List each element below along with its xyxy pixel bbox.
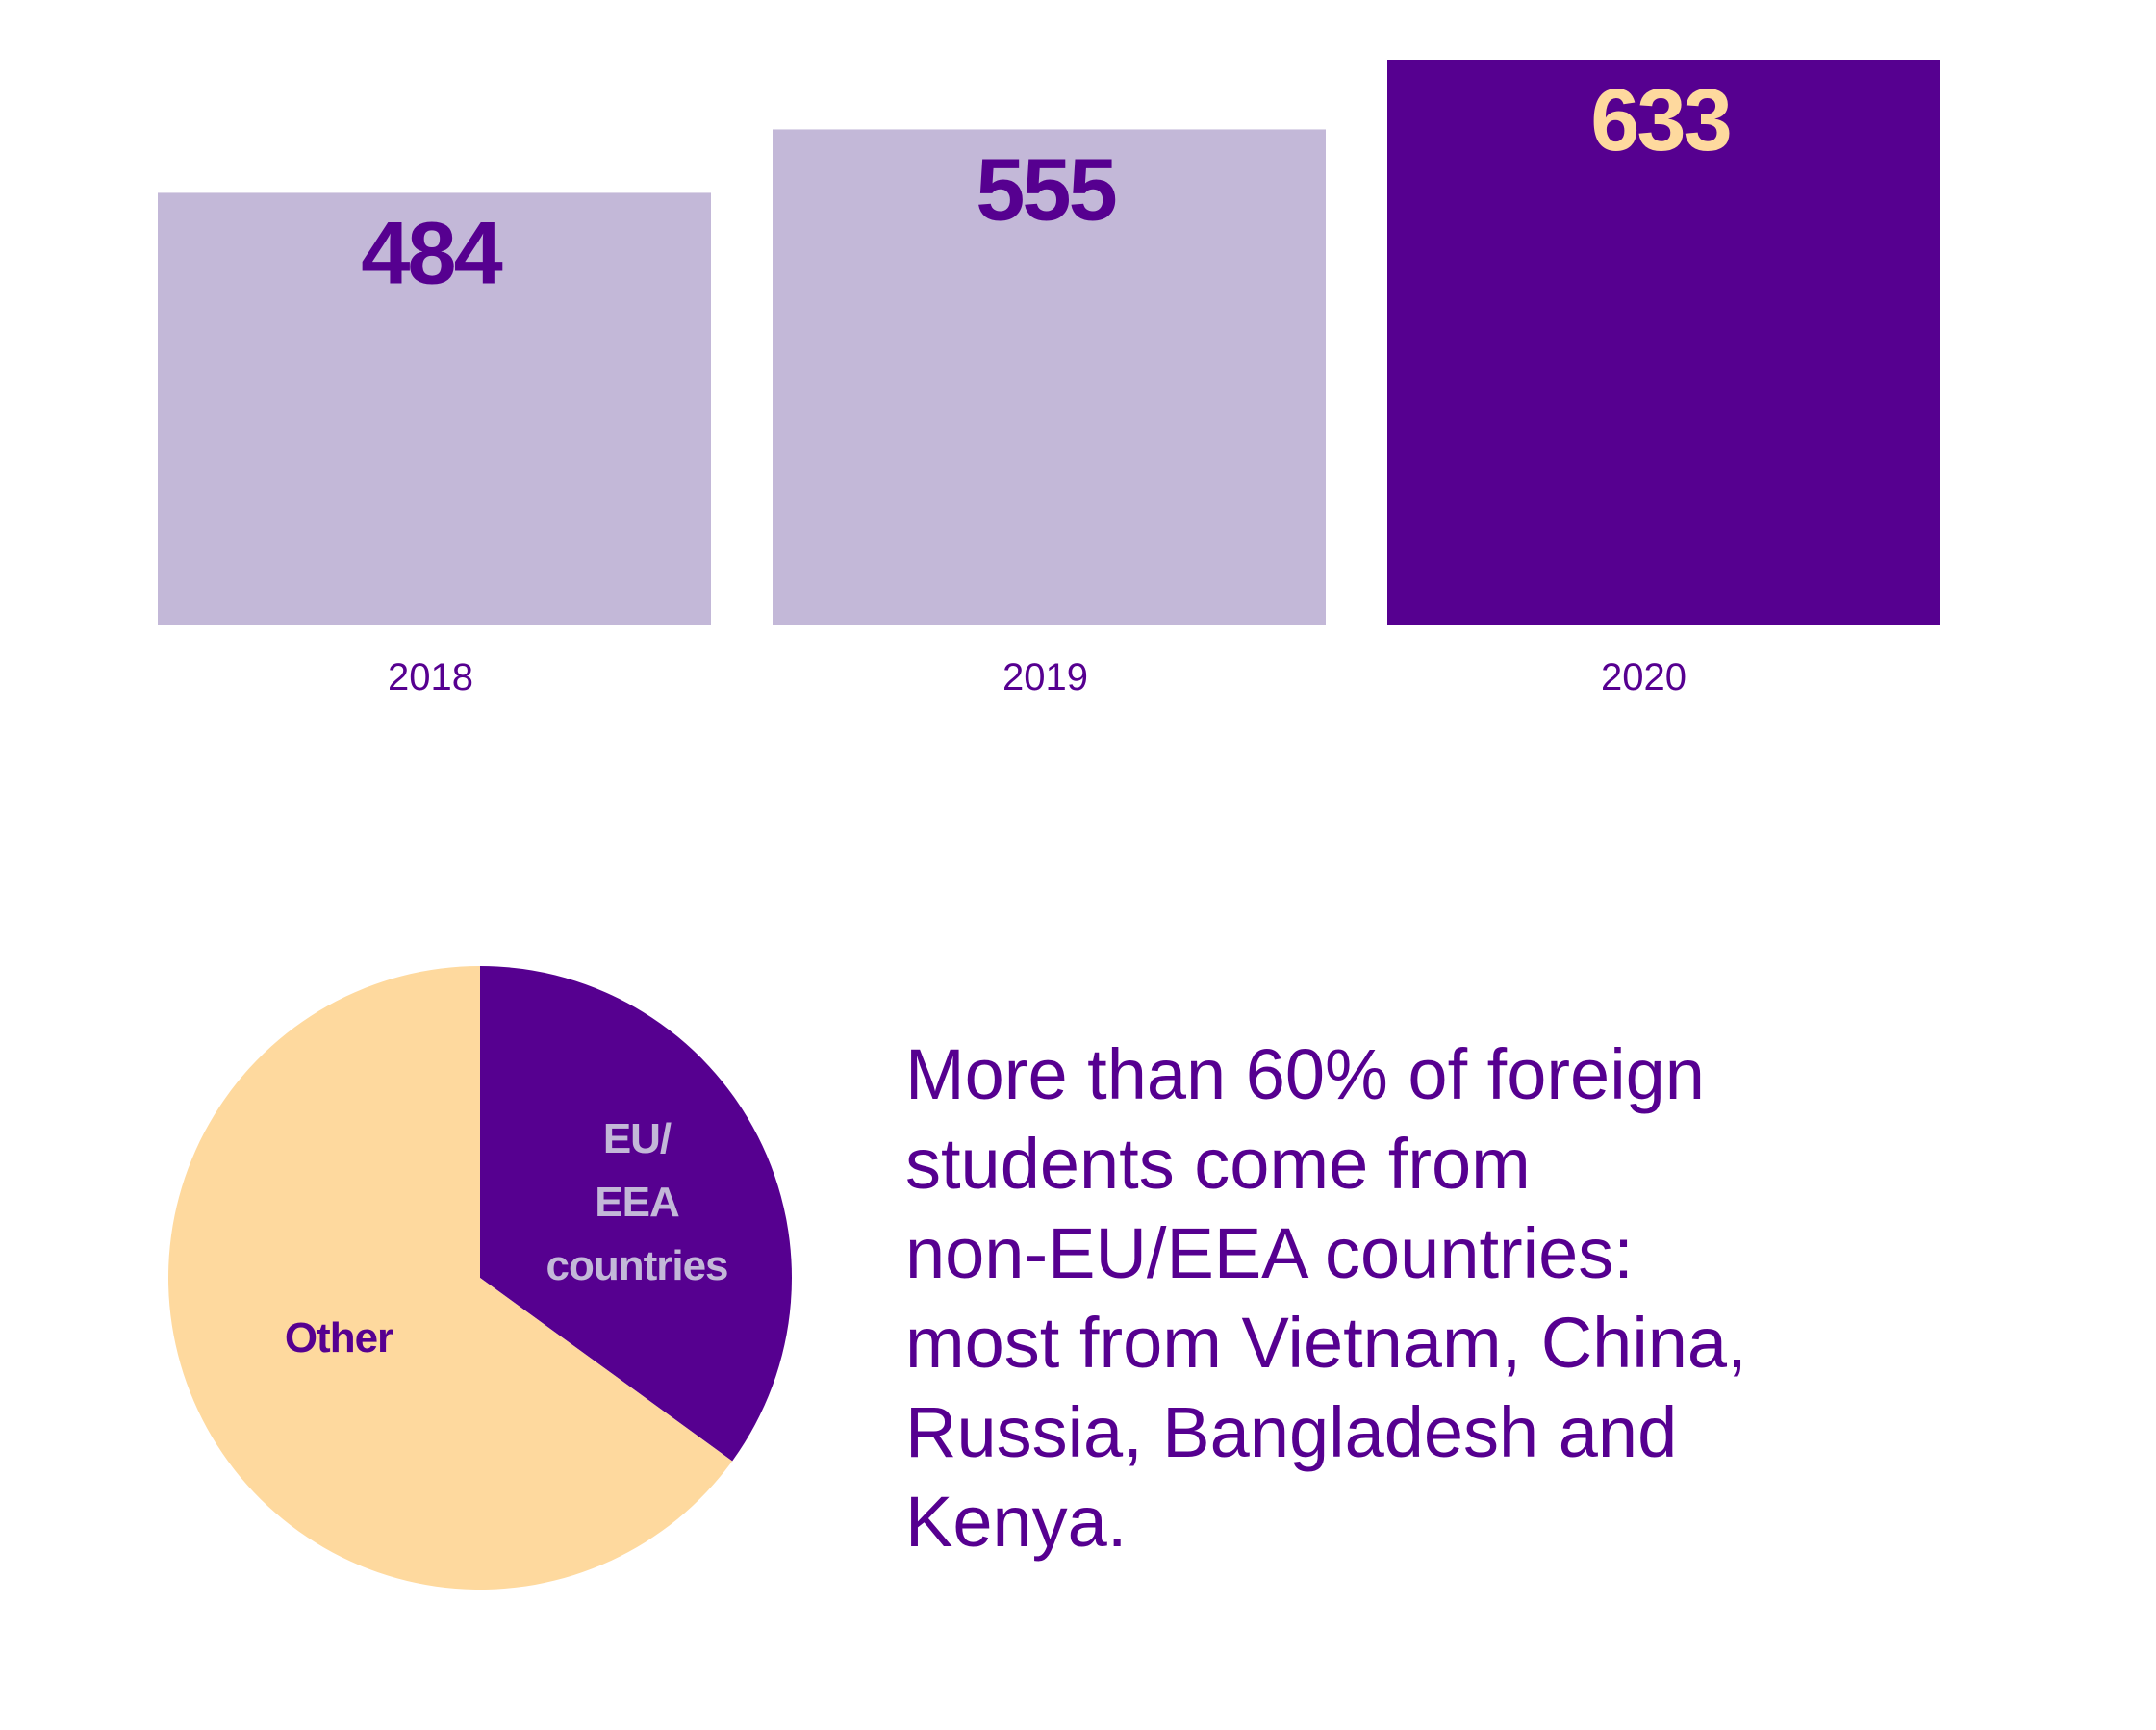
bar-2020 [1387, 60, 1940, 625]
bar-2019 [773, 129, 1326, 626]
bar-value-label-2018: 484 [361, 204, 502, 302]
bar-value-label-2020: 633 [1590, 71, 1730, 169]
caption-text: More than 60% of foreign students come f… [905, 1034, 1747, 1562]
x-tick-label-2018: 2018 [388, 656, 473, 699]
bar-chart: 484 2018 555 2019 633 2020 [158, 60, 1940, 699]
pie-slice-eu-eea-countries [480, 966, 792, 1462]
x-tick-label-2020: 2020 [1601, 656, 1687, 699]
bar-value-label-2019: 555 [976, 140, 1115, 239]
pie-label-other: Other [285, 1314, 393, 1361]
pie-slice-other [167, 966, 733, 1590]
bar-2018 [158, 192, 711, 625]
x-tick-label-2019: 2019 [1002, 656, 1088, 699]
pie-label-eu-eea-countries: EU/EEA countries [545, 1115, 727, 1289]
